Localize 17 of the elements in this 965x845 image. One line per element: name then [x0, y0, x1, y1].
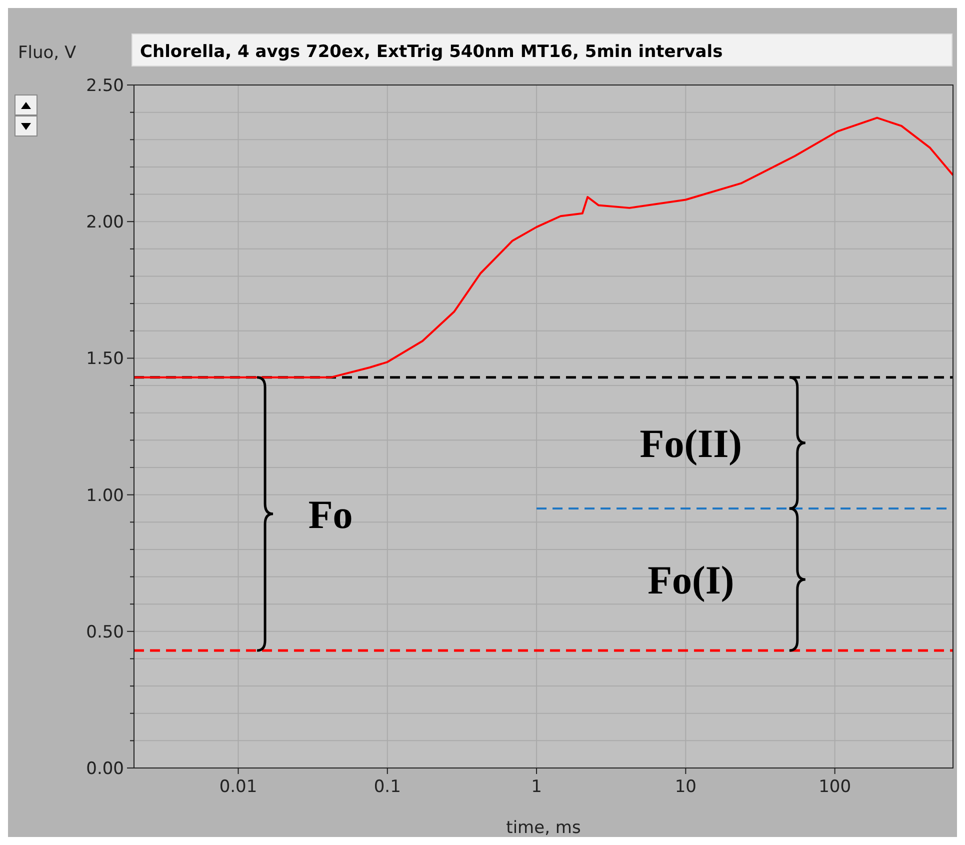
y-tick-label: 2.50 [86, 76, 124, 96]
annotation: Fo(II) [640, 420, 742, 466]
x-tick-label: 0.1 [374, 777, 401, 797]
chart-title: Chlorella, 4 avgs 720ex, ExtTrig 540nm MT16, 5min intervals [140, 42, 723, 62]
x-tick-label: 10 [674, 777, 696, 797]
y-axis-title: Fluo, V [18, 43, 76, 63]
annotation: Fo [308, 492, 353, 537]
x-tick-label: 100 [818, 777, 852, 797]
x-tick-label: 1 [531, 777, 542, 797]
x-axis-title: time, ms [506, 818, 581, 838]
y-tick-label: 2.00 [86, 212, 124, 233]
x-tick-label: 0.01 [219, 777, 258, 797]
y-tick-label: 0.50 [86, 622, 124, 642]
y-tick-label: 1.00 [86, 486, 124, 506]
y-tick-label: 1.50 [86, 349, 124, 370]
annotation: Fo(I) [648, 557, 734, 602]
y-tick-label: 0.00 [86, 759, 124, 779]
